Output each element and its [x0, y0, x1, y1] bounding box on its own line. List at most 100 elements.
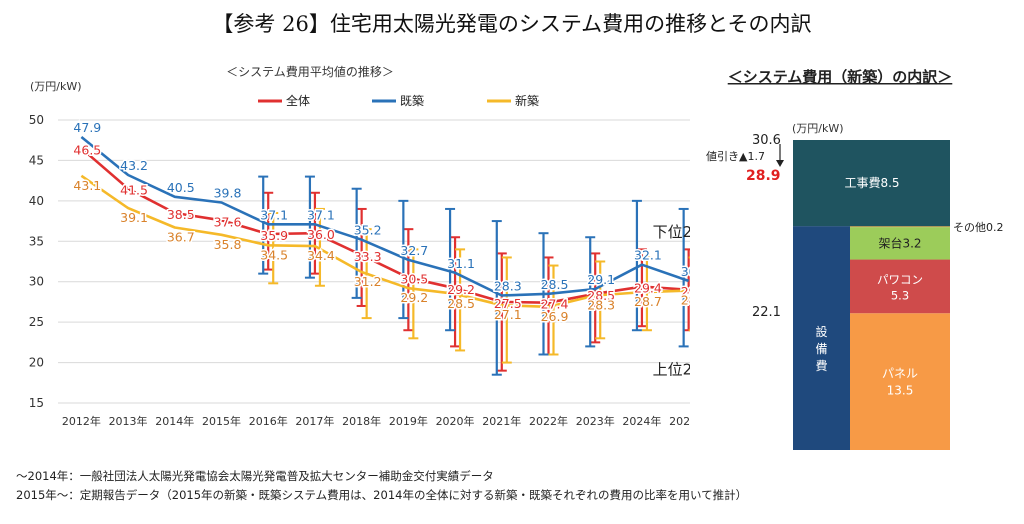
data-label: 28.7	[634, 294, 662, 309]
panel-value-label: 13.5	[887, 384, 914, 398]
data-label: 30.1	[681, 264, 690, 279]
data-label: 29.0	[681, 284, 690, 299]
breakdown-unit-label: (万円/kW)	[792, 122, 844, 135]
data-label: 30.5	[400, 272, 428, 287]
breakdown-segment-2	[850, 227, 950, 260]
data-label: 28.3	[587, 297, 615, 312]
y-tick-label: 30	[29, 275, 44, 289]
data-label: 28.5	[587, 288, 615, 303]
y-tick-label: 35	[29, 234, 44, 248]
data-label: 41.5	[120, 183, 148, 198]
x-tick-label: 2017年	[295, 414, 334, 428]
y-tick-label: 20	[29, 356, 44, 370]
footnote-1: ～2014年：一般社団法人太陽光発電協会太陽光発電普及拡大センター補助金交付実績…	[16, 469, 494, 483]
data-label: 35.9	[260, 228, 288, 243]
data-label: 28.5	[447, 296, 475, 311]
other-label: その他0.2	[953, 221, 1004, 234]
y-tick-label: 25	[29, 315, 44, 329]
data-label: 40.5	[167, 180, 195, 195]
x-tick-label: 2024年	[622, 414, 661, 428]
x-tick-label: 2013年	[109, 414, 148, 428]
data-label: 38.5	[167, 207, 195, 222]
x-tick-label: 2022年	[529, 414, 568, 428]
data-label: 31.2	[354, 274, 382, 289]
gross-total-label: 30.6	[752, 133, 781, 148]
data-label: 36.0	[307, 227, 335, 242]
y-tick-label: 45	[29, 153, 44, 167]
net-total-label: 28.9	[746, 168, 781, 184]
work-cost-label: 工事費8.5	[844, 175, 899, 190]
x-tick-label: 2014年	[155, 414, 194, 428]
data-label: 39.1	[120, 210, 148, 225]
x-tick-label: 2018年	[342, 414, 381, 428]
pcs-name-label: パワコン	[877, 272, 923, 286]
data-label: 32.1	[634, 248, 662, 263]
data-label: 39.8	[214, 185, 242, 200]
legend-label-2: 新築	[515, 93, 539, 108]
data-label: 36.7	[167, 230, 195, 245]
y-tick-label: 15	[29, 396, 44, 410]
data-label: 34.5	[260, 247, 288, 262]
panel-name-label: パネル	[882, 367, 918, 381]
series-line-0	[80, 147, 689, 304]
data-label: 46.5	[73, 142, 101, 157]
data-label: 28.9	[681, 293, 690, 308]
data-label: 31.1	[447, 256, 475, 271]
x-tick-label: 2019年	[389, 414, 428, 428]
breakdown-segment-1	[850, 259, 950, 314]
y-axis-unit-label: (万円/kW)	[30, 80, 82, 93]
breakdown-segment-work	[793, 140, 950, 227]
breakdown-segment-0	[850, 313, 950, 450]
cost-trend-line-chart: ＜システム費用平均値の推移＞ (万円/kW) 全体 既築 新築 15 20 25 30 35 40 4…	[29, 64, 690, 428]
data-label: 29.4	[634, 281, 662, 296]
data-label: 28.5	[541, 277, 569, 292]
y-tick-label: 50	[29, 113, 44, 127]
y-tick-label: 40	[29, 194, 44, 208]
data-label: 43.2	[120, 158, 148, 173]
equipment-label-char: 備	[815, 341, 827, 356]
series-line-1	[80, 135, 690, 297]
data-label: 43.1	[73, 178, 101, 193]
breakdown-title: ＜システム費用（新築）の内訳＞	[728, 68, 953, 86]
x-tick-label: 2015年	[202, 414, 241, 428]
equipment-total-label: 22.1	[752, 305, 781, 320]
quartile-annotation-1: 上位25%	[653, 361, 690, 379]
pcs-value-label: 5.3	[891, 288, 909, 302]
line-chart-title: ＜システム費用平均値の推移＞	[226, 64, 394, 79]
data-label: 28.3	[494, 278, 522, 293]
data-label: 37.6	[214, 214, 242, 229]
data-label: 29.1	[587, 272, 615, 287]
discount-arrow-head	[776, 160, 784, 167]
data-label: 32.7	[400, 243, 428, 258]
x-tick-label: 2020年	[436, 414, 475, 428]
equipment-bar	[793, 226, 850, 450]
data-label: 47.9	[73, 120, 101, 135]
data-label: 27.5	[494, 296, 522, 311]
data-label: 37.1	[260, 207, 288, 222]
data-label: 34.4	[307, 248, 335, 263]
data-label: 35.8	[214, 237, 242, 252]
x-tick-label: 2012年	[62, 414, 101, 428]
page-title: 【参考 26】住宅用太陽光発電のシステム費用の推移とその内訳	[212, 12, 812, 36]
data-label: 26.9	[541, 309, 569, 324]
data-label: 37.1	[307, 207, 335, 222]
legend-label-0: 全体	[286, 93, 310, 108]
x-tick-label: 2023年	[576, 414, 615, 428]
data-label: 29.2	[400, 290, 428, 305]
equipment-label-char: 費	[815, 358, 827, 373]
x-tick-label: 2016年	[249, 414, 288, 428]
data-label: 35.2	[354, 223, 382, 238]
footnote-2: 2015年～：定期報告データ（2015年の新築・既築システム費用は、2014年の…	[16, 488, 748, 502]
rack-label: 架台3.2	[878, 235, 921, 250]
data-label: 27.4	[541, 297, 569, 312]
series-line-2	[80, 174, 689, 309]
data-label: 29.2	[447, 282, 475, 297]
x-tick-label: 2025年	[669, 414, 690, 428]
equipment-label-char: 設	[815, 324, 827, 339]
discount-label: 値引き▲1.7	[706, 149, 765, 163]
legend-label-1: 既築	[400, 93, 424, 108]
quartile-annotation-0: 下位25%	[653, 223, 690, 241]
data-label: 33.3	[354, 249, 382, 264]
x-tick-label: 2021年	[482, 414, 521, 428]
